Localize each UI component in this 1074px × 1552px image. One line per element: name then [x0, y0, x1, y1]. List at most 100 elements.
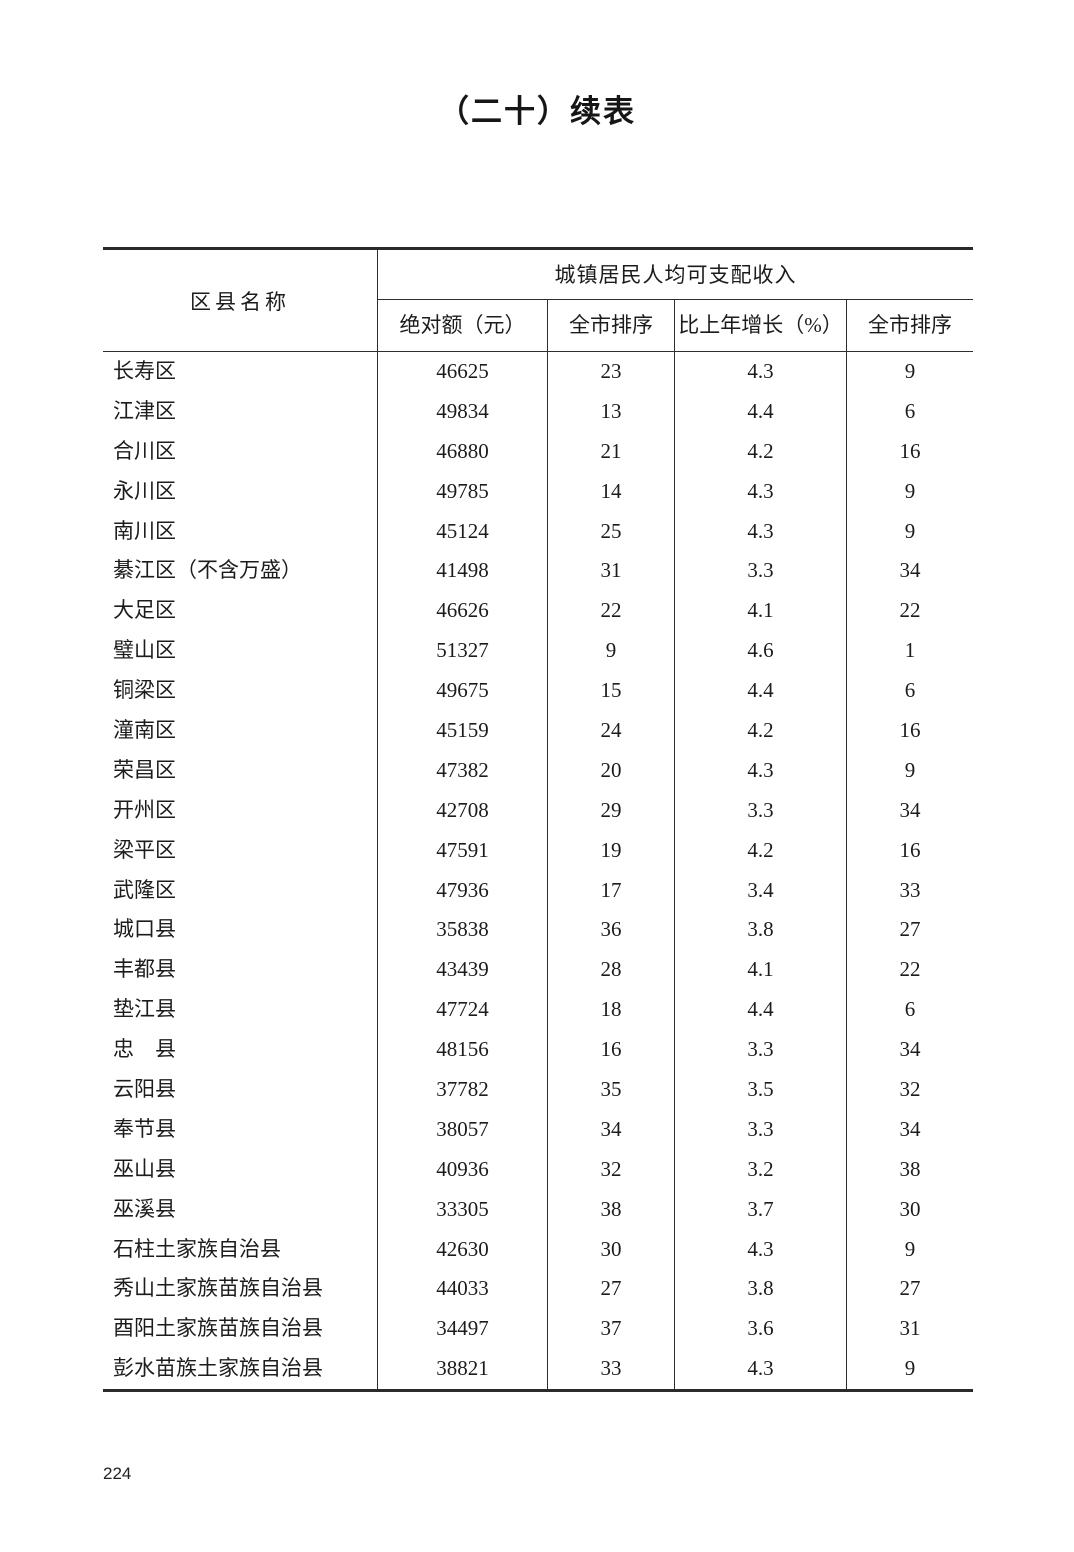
absolute-amount: 47724 — [378, 990, 548, 1031]
absolute-amount: 40936 — [378, 1149, 548, 1190]
absolute-amount: 38821 — [378, 1349, 548, 1390]
absolute-amount: 47936 — [378, 870, 548, 911]
city-rank-2: 16 — [899, 438, 921, 463]
table-row: 丰都县 43439 28 4.1 22 — [103, 950, 973, 991]
growth-rate: 3.4 — [675, 870, 847, 911]
county-name: 綦江区（不含万盛） — [103, 551, 378, 592]
county-name: 大足区 — [103, 591, 378, 632]
city-rank-1: 13 — [548, 391, 675, 432]
growth-rate: 4.4 — [675, 671, 847, 712]
table-row: 铜梁区 49675 15 4.4 6 — [103, 671, 973, 712]
absolute-amount: 45124 — [378, 511, 548, 552]
absolute-amount: 43439 — [378, 950, 548, 991]
header-group-block: 城镇居民人均可支配收入 绝对额（元） 全市排序 比上年增长（%） 全市排序 — [378, 250, 973, 351]
city-rank-1: 20 — [548, 750, 675, 791]
absolute-amount: 51327 — [378, 631, 548, 672]
table-row: 武隆区 47936 17 3.4 33 — [103, 870, 973, 911]
city-rank-2: 6 — [904, 997, 916, 1022]
city-rank-2: 16 — [899, 718, 921, 743]
county-name: 奉节县 — [103, 1109, 378, 1150]
growth-rate: 4.3 — [675, 750, 847, 791]
city-rank-1: 9 — [548, 631, 675, 672]
county-name: 武隆区 — [103, 870, 378, 911]
absolute-amount: 46880 — [378, 431, 548, 472]
growth-rate: 3.5 — [675, 1070, 847, 1110]
absolute-amount: 38057 — [378, 1109, 548, 1150]
county-name: 永川区 — [103, 471, 378, 512]
absolute-amount: 48156 — [378, 1030, 548, 1071]
city-rank-2: 31 — [899, 1316, 921, 1341]
growth-rate: 3.2 — [675, 1149, 847, 1190]
growth-rate: 4.3 — [675, 352, 847, 392]
page-title: （二十）续表 — [438, 94, 636, 130]
growth-rate: 3.3 — [675, 790, 847, 831]
table-row: 石柱土家族自治县 42630 30 4.3 9 — [103, 1229, 973, 1270]
city-rank-2: 34 — [899, 797, 921, 822]
header-city-rank-1: 全市排序 — [548, 300, 675, 351]
table-header: 区县名称 城镇居民人均可支配收入 绝对额（元） 全市排序 比上年增长（%） 全市… — [103, 250, 973, 352]
table-row: 开州区 42708 29 3.3 34 — [103, 790, 973, 831]
table-row: 潼南区 45159 24 4.2 16 — [103, 711, 973, 751]
absolute-amount: 42708 — [378, 790, 548, 831]
header-county-name: 区县名称 — [103, 250, 378, 351]
city-rank-1: 34 — [548, 1109, 675, 1150]
city-rank-2: 6 — [904, 398, 916, 423]
city-rank-1: 33 — [548, 1349, 675, 1390]
table-row: 云阳县 37782 35 3.5 32 — [103, 1070, 973, 1110]
growth-rate: 4.3 — [675, 1229, 847, 1270]
county-name: 城口县 — [103, 910, 378, 951]
city-rank-2: 9 — [904, 1236, 916, 1261]
header-group-title: 城镇居民人均可支配收入 — [378, 250, 973, 300]
growth-rate: 4.2 — [675, 830, 847, 871]
document-page: （二十）续表 区县名称 城镇居民人均可支配收入 绝对额（元） 全市排序 比上年增… — [0, 94, 1074, 1483]
absolute-amount: 37782 — [378, 1070, 548, 1110]
county-name: 荣昌区 — [103, 750, 378, 791]
income-table: 区县名称 城镇居民人均可支配收入 绝对额（元） 全市排序 比上年增长（%） 全市… — [103, 247, 973, 1393]
table-row: 永川区 49785 14 4.3 9 — [103, 471, 973, 512]
county-name: 巫山县 — [103, 1149, 378, 1190]
county-name: 酉阳土家族苗族自治县 — [103, 1309, 378, 1350]
county-name: 合川区 — [103, 431, 378, 472]
city-rank-1: 15 — [548, 671, 675, 712]
absolute-amount: 35838 — [378, 910, 548, 951]
absolute-amount: 46626 — [378, 591, 548, 632]
table-row: 大足区 46626 22 4.1 22 — [103, 591, 973, 632]
city-rank-2: 16 — [899, 837, 921, 862]
county-name: 长寿区 — [103, 352, 378, 392]
city-rank-1: 36 — [548, 910, 675, 951]
city-rank-2: 6 — [904, 678, 916, 703]
table-row: 秀山土家族苗族自治县 44033 27 3.8 27 — [103, 1269, 973, 1310]
table-row: 巫溪县 33305 38 3.7 30 — [103, 1189, 973, 1230]
city-rank-2: 9 — [904, 1356, 916, 1381]
absolute-amount: 44033 — [378, 1269, 548, 1310]
city-rank-1: 14 — [548, 471, 675, 512]
growth-rate: 3.3 — [675, 1109, 847, 1150]
header-subrow: 绝对额（元） 全市排序 比上年增长（%） 全市排序 — [378, 300, 973, 351]
city-rank-2: 9 — [904, 359, 916, 383]
city-rank-1: 19 — [548, 830, 675, 871]
city-rank-2: 33 — [899, 877, 921, 902]
city-rank-1: 38 — [548, 1189, 675, 1230]
table-row: 酉阳土家族苗族自治县 34497 37 3.6 31 — [103, 1309, 973, 1350]
table-row: 奉节县 38057 34 3.3 34 — [103, 1109, 973, 1150]
city-rank-2: 34 — [899, 1037, 921, 1062]
growth-rate: 4.4 — [675, 391, 847, 432]
table-row: 巫山县 40936 32 3.2 38 — [103, 1149, 973, 1190]
growth-rate: 3.7 — [675, 1189, 847, 1230]
county-name: 彭水苗族土家族自治县 — [103, 1349, 378, 1390]
county-name: 丰都县 — [103, 950, 378, 991]
city-rank-1: 18 — [548, 990, 675, 1031]
header-city-rank-2: 全市排序 — [868, 313, 952, 337]
absolute-amount: 49785 — [378, 471, 548, 512]
city-rank-2: 9 — [904, 518, 916, 543]
table-row: 梁平区 47591 19 4.2 16 — [103, 830, 973, 871]
growth-rate: 3.3 — [675, 551, 847, 592]
county-name: 梁平区 — [103, 830, 378, 871]
absolute-amount: 45159 — [378, 711, 548, 751]
county-name: 铜梁区 — [103, 671, 378, 712]
growth-rate: 3.3 — [675, 1030, 847, 1071]
county-name: 忠 县 — [103, 1030, 378, 1071]
city-rank-1: 17 — [548, 870, 675, 911]
city-rank-2: 30 — [899, 1196, 921, 1221]
city-rank-1: 21 — [548, 431, 675, 472]
